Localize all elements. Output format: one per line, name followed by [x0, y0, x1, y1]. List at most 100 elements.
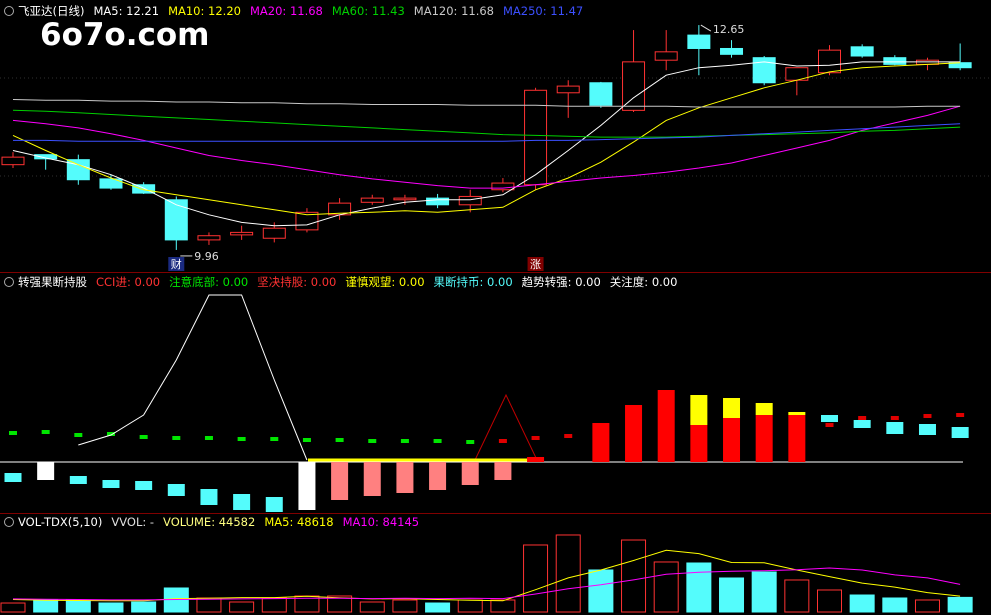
- signal-bar: [821, 415, 838, 422]
- volume-bar: [425, 602, 451, 613]
- panel-title: VOL-TDX(5,10): [18, 515, 103, 529]
- signal-bar: [102, 480, 120, 488]
- candle-body: [230, 231, 254, 236]
- category-label: 涨: [530, 258, 541, 271]
- legend-item: MA12011.68: [414, 4, 494, 18]
- category-label: 财: [171, 257, 182, 271]
- signal-dash: [9, 431, 17, 435]
- signal-dash: [433, 439, 442, 443]
- stacked-bar: [723, 418, 741, 462]
- signal-dash: [531, 436, 540, 440]
- stacked-bar: [788, 415, 806, 462]
- signal-dash: [400, 439, 409, 443]
- ma-line: [12, 62, 961, 216]
- legend-value: 0.00: [575, 275, 601, 289]
- signal-bar: [363, 462, 381, 496]
- signal-dash: [204, 436, 213, 440]
- panel-title: 飞亚达(日线): [18, 4, 85, 18]
- legend-item: MA2011.68: [250, 4, 323, 18]
- signal-bar: [853, 420, 871, 428]
- signal-dash: [923, 414, 932, 418]
- volume-bar: [947, 596, 973, 613]
- candle-body: [34, 154, 58, 160]
- signal-bar: [37, 462, 55, 480]
- stacked-bar: [788, 412, 806, 415]
- legend-item: MA1084145: [343, 515, 420, 529]
- volume-bar: [653, 561, 679, 613]
- volume-bar: [849, 594, 875, 613]
- legend-item: MA6011.43: [332, 4, 405, 18]
- signal-dash: [858, 416, 867, 420]
- legend-item: 果断持币0.00: [434, 275, 513, 289]
- legend-name: MA120: [414, 4, 461, 18]
- volume-bar: [457, 599, 483, 613]
- candle-body: [360, 197, 384, 203]
- volume-bar: [882, 597, 908, 613]
- candle-body: [524, 89, 548, 186]
- ma-line: [12, 109, 961, 138]
- candle-body: [132, 184, 156, 194]
- panel-title: 转强果断持股: [18, 275, 87, 289]
- signal-dash: [139, 435, 148, 439]
- legend-item: MA1012.20: [168, 4, 241, 18]
- signal-bar: [69, 476, 87, 484]
- stacked-bar: [527, 457, 545, 462]
- stacked-bar: [755, 403, 773, 415]
- stacked-bar: [592, 423, 610, 462]
- ma-line: [12, 99, 961, 108]
- category-badge: [527, 257, 544, 271]
- volume-bar: [817, 589, 842, 613]
- legend-value: 48618: [296, 515, 334, 529]
- volume-bar: [914, 599, 940, 613]
- panel-header: 飞亚达(日线) MA512.21 MA1012.20 MA2011.68 MA6011.…: [18, 3, 583, 19]
- candle-body: [393, 197, 417, 201]
- signal-bar: [298, 462, 316, 510]
- panel-icon[interactable]: [4, 277, 14, 287]
- signal-bar: [135, 481, 153, 490]
- panel-icon[interactable]: [4, 6, 14, 16]
- legend-name: 注意底部: [169, 275, 223, 289]
- candle-body: [1, 156, 25, 166]
- legend-value: 0.00: [310, 275, 337, 289]
- legend-value: 0.00: [222, 275, 249, 289]
- candle-body: [164, 199, 188, 241]
- volume-bar: [719, 577, 745, 613]
- volume-bar: [588, 569, 614, 613]
- candle-body: [197, 235, 221, 241]
- legend-value: -: [149, 515, 155, 529]
- signal-dash: [335, 438, 344, 442]
- legend-name: 关注度: [610, 275, 652, 289]
- panel-icon[interactable]: [4, 517, 14, 527]
- signal-bar: [265, 497, 283, 512]
- legend-item: VOLUME44582: [163, 515, 255, 529]
- legend-value: 11.68: [461, 4, 494, 18]
- volume-bar: [751, 571, 777, 613]
- signal-bar: [886, 422, 904, 434]
- signal-dash: [74, 433, 83, 437]
- stacked-bar: [690, 395, 708, 425]
- legend-name: MA250: [503, 4, 550, 18]
- legend-item: 关注度0.00: [610, 275, 678, 289]
- signal-bar: [918, 424, 936, 435]
- legend-value: 12.21: [126, 4, 160, 18]
- legend-item: VVOL-: [111, 515, 154, 529]
- legend-value: 12.20: [208, 4, 241, 18]
- signal-dash: [890, 416, 899, 420]
- legend-item: MA25011.47: [503, 4, 583, 18]
- volume-bar: [359, 601, 385, 613]
- volume-bar: [490, 599, 516, 613]
- legend-name: MA10: [168, 4, 208, 18]
- ma-line: [13, 123, 961, 142]
- volume-bar: [33, 599, 59, 613]
- legend-item: 谨慎观望0.00: [345, 275, 424, 289]
- volume-bar: [327, 595, 353, 613]
- legend-item: 趋势转强0.00: [522, 275, 601, 289]
- candle-body: [687, 34, 711, 49]
- legend-name: MA5: [93, 4, 126, 18]
- ma-line: [12, 61, 961, 227]
- legend-item: 注意底部0.00: [169, 275, 248, 289]
- volume-bar: [131, 601, 157, 613]
- trend-line: [78, 294, 308, 461]
